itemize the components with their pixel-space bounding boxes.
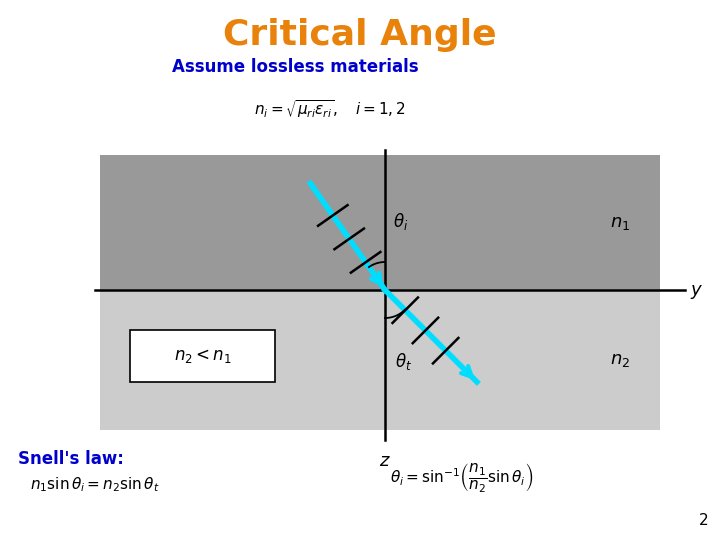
- Text: $\theta_i = \sin^{-1}\!\left(\dfrac{n_1}{n_2}\sin\theta_i\right)$: $\theta_i = \sin^{-1}\!\left(\dfrac{n_1}…: [390, 462, 534, 495]
- Bar: [130, 330, 275, 382]
- Text: Assume lossless materials: Assume lossless materials: [171, 58, 418, 76]
- Text: $n_1$: $n_1$: [610, 213, 630, 232]
- Text: $n_i = \sqrt{\mu_{ri}\varepsilon_{ri}},\quad i=1,2$: $n_i = \sqrt{\mu_{ri}\varepsilon_{ri}},\…: [254, 98, 406, 120]
- Text: Critical Angle: Critical Angle: [223, 18, 497, 52]
- Text: 2: 2: [698, 513, 708, 528]
- Bar: [100, 290, 660, 430]
- Bar: [100, 155, 660, 290]
- Text: $\theta_t$: $\theta_t$: [395, 352, 412, 373]
- Text: $\theta_i$: $\theta_i$: [393, 212, 408, 233]
- Text: $y$: $y$: [690, 283, 703, 301]
- Text: $n_2 < n_1$: $n_2 < n_1$: [174, 347, 231, 365]
- Text: $n_2$: $n_2$: [610, 351, 630, 369]
- Text: $n_1 \sin\theta_i = n_2 \sin\theta_t$: $n_1 \sin\theta_i = n_2 \sin\theta_t$: [30, 475, 160, 494]
- Text: Snell's law:: Snell's law:: [18, 450, 124, 468]
- Text: $z$: $z$: [379, 452, 391, 470]
